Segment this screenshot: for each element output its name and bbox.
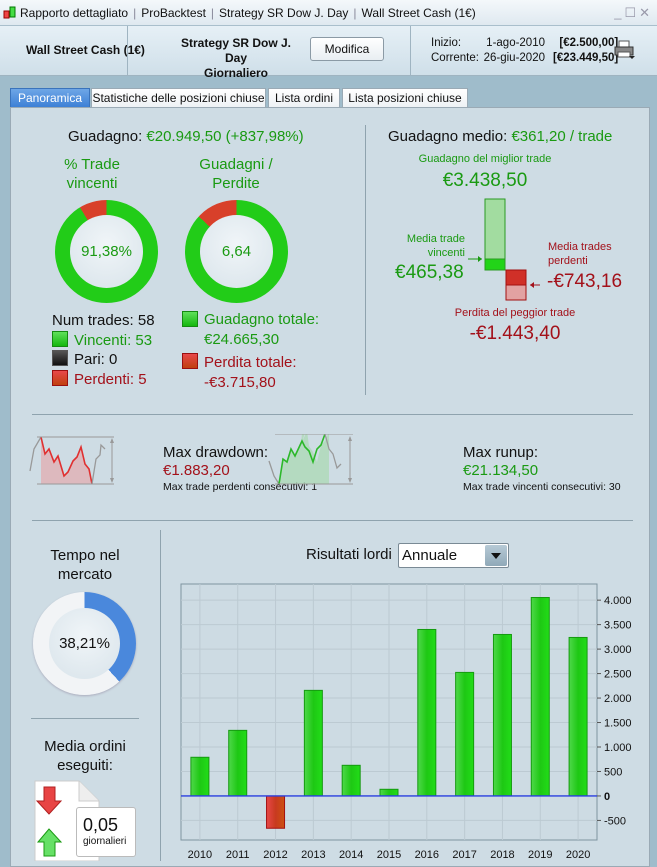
gain-loss-donut: 6,64 [185, 200, 288, 303]
x-tick-label: 2013 [301, 849, 325, 861]
x-tick-label: 2019 [528, 849, 552, 861]
x-tick-label: 2011 [226, 849, 250, 861]
avg-win-value: €465,38 [395, 262, 464, 283]
even-swatch [52, 350, 68, 366]
y-tick-label: 3.000 [604, 644, 632, 656]
drawdown-label: Max drawdown: [163, 444, 269, 461]
results-period-select[interactable]: Annuale [398, 543, 509, 568]
drawdown-value: €1.883,20 [163, 462, 230, 479]
x-tick-label: 2010 [188, 849, 212, 861]
runup-sparkline [268, 434, 353, 485]
x-tick-label: 2020 [566, 849, 590, 861]
best-trade-label: Guadagno del miglior trade [418, 153, 552, 165]
market-time-title: Tempo nel mercato [50, 547, 120, 583]
trade-counts: Num trades: 58 Vincenti: 53 Pari: 0 Perd… [52, 312, 155, 388]
x-tick-label: 2014 [339, 849, 363, 861]
worst-trade-value: -€1.443,40 [469, 323, 561, 344]
runup-value: €21.134,50 [463, 462, 539, 479]
bar-2011 [228, 729, 248, 797]
modifica-button[interactable]: Modifica [310, 37, 384, 61]
tab-panoramica[interactable]: Panoramica [10, 88, 90, 107]
avg-trade-diagram [468, 198, 540, 301]
y-tick-label: 2.000 [604, 693, 632, 705]
app-logo-icon [3, 6, 16, 19]
title-part: Wall Street Cash (1€) [361, 5, 476, 20]
orders-title: Media ordini eseguiti: [44, 738, 126, 774]
bar-2013 [303, 689, 323, 797]
x-tick-label: 2016 [415, 849, 439, 861]
bar-2017 [455, 671, 475, 797]
title-part: ProBacktest [141, 5, 206, 20]
avg-loss-value: -€743,16 [547, 271, 623, 292]
avg-gain: Guadagno medio: €361,20 / trade [388, 128, 613, 145]
orders-value-box: 0,05 giornalieri [76, 807, 136, 857]
worst-trade-label: Perdita del peggior trade [454, 307, 576, 319]
chevron-down-icon[interactable] [485, 545, 507, 566]
gain-summary: Guadagno: €20.949,50 (+837,98%) [68, 128, 304, 145]
y-tick-label: 3.500 [604, 620, 632, 632]
bar-2014 [341, 764, 361, 797]
strategy-info: Strategy SR Dow J. Day Giornaliero [180, 36, 292, 80]
y-tick-label: 4.000 [604, 595, 632, 607]
x-tick-label: 2017 [452, 849, 476, 861]
y-tick-label: 2.500 [604, 669, 632, 681]
totals: Guadagno totale: €24.665,30 Perdita total… [182, 310, 319, 392]
win-pct-title: % Trade vincenti [64, 156, 120, 192]
title-part: Strategy SR Dow J. Day [219, 5, 349, 20]
bar-2020 [568, 636, 588, 797]
window-controls[interactable]: _☐✕ [614, 5, 653, 20]
bar-2010 [190, 756, 210, 797]
y-tick-label: -500 [604, 815, 626, 827]
x-tick-label: 2018 [490, 849, 514, 861]
results-label: Risultati lordi [306, 546, 392, 563]
y-tick-label: 0 [604, 791, 610, 803]
instrument-name: Wall Street Cash (1€) [26, 43, 145, 57]
runup-label: Max runup: [463, 444, 539, 461]
avg-loss-label: Media trades perdenti [548, 241, 612, 267]
market-time-donut: 38,21% [33, 592, 136, 695]
print-icon[interactable] [614, 40, 636, 60]
runup-consecutive: Max trade vincenti consecutivi: 30 [463, 481, 621, 493]
tab-lista-posizioni[interactable]: Lista posizioni chiuse [342, 88, 468, 107]
bar-2012 [266, 795, 286, 829]
y-tick-label: 1.500 [604, 718, 632, 730]
results-bar-chart: 2010 2011 2012 2013 2014 2015 2016 2017 2018 2019… [180, 583, 632, 861]
bar-2016 [417, 628, 437, 797]
bar-2019 [530, 597, 550, 797]
tab-lista-ordini[interactable]: Lista ordini [268, 88, 340, 107]
title-bar: Rapporto dettagliato | ProBacktest | Strat… [0, 0, 657, 26]
bar-2015 [379, 788, 399, 797]
x-tick-label: 2015 [377, 849, 401, 861]
avg-win-label: Media trade vincenti [406, 233, 465, 259]
win-swatch [52, 330, 68, 347]
tab-statistiche[interactable]: Statistiche delle posizioni chiuse [91, 88, 266, 107]
x-tick-label: 2012 [263, 849, 287, 861]
loss-swatch [52, 369, 68, 386]
report-header: Wall Street Cash (1€) Strategy SR Dow J.… [0, 26, 657, 80]
title-part: Rapporto dettagliato [20, 5, 129, 20]
best-trade-value: €3.438,50 [442, 170, 528, 191]
win-pct-donut: 91,38% [55, 200, 158, 303]
y-tick-label: 500 [604, 766, 622, 778]
y-tick-label: 1.000 [604, 742, 632, 754]
drawdown-sparkline [29, 436, 114, 485]
bar-2018 [492, 633, 512, 797]
period-info: Inizio: 1-ago-2010 [€2.500,00] Corrente: 2… [431, 37, 619, 64]
gain-loss-title: Guadagni / Perdite [199, 156, 273, 192]
